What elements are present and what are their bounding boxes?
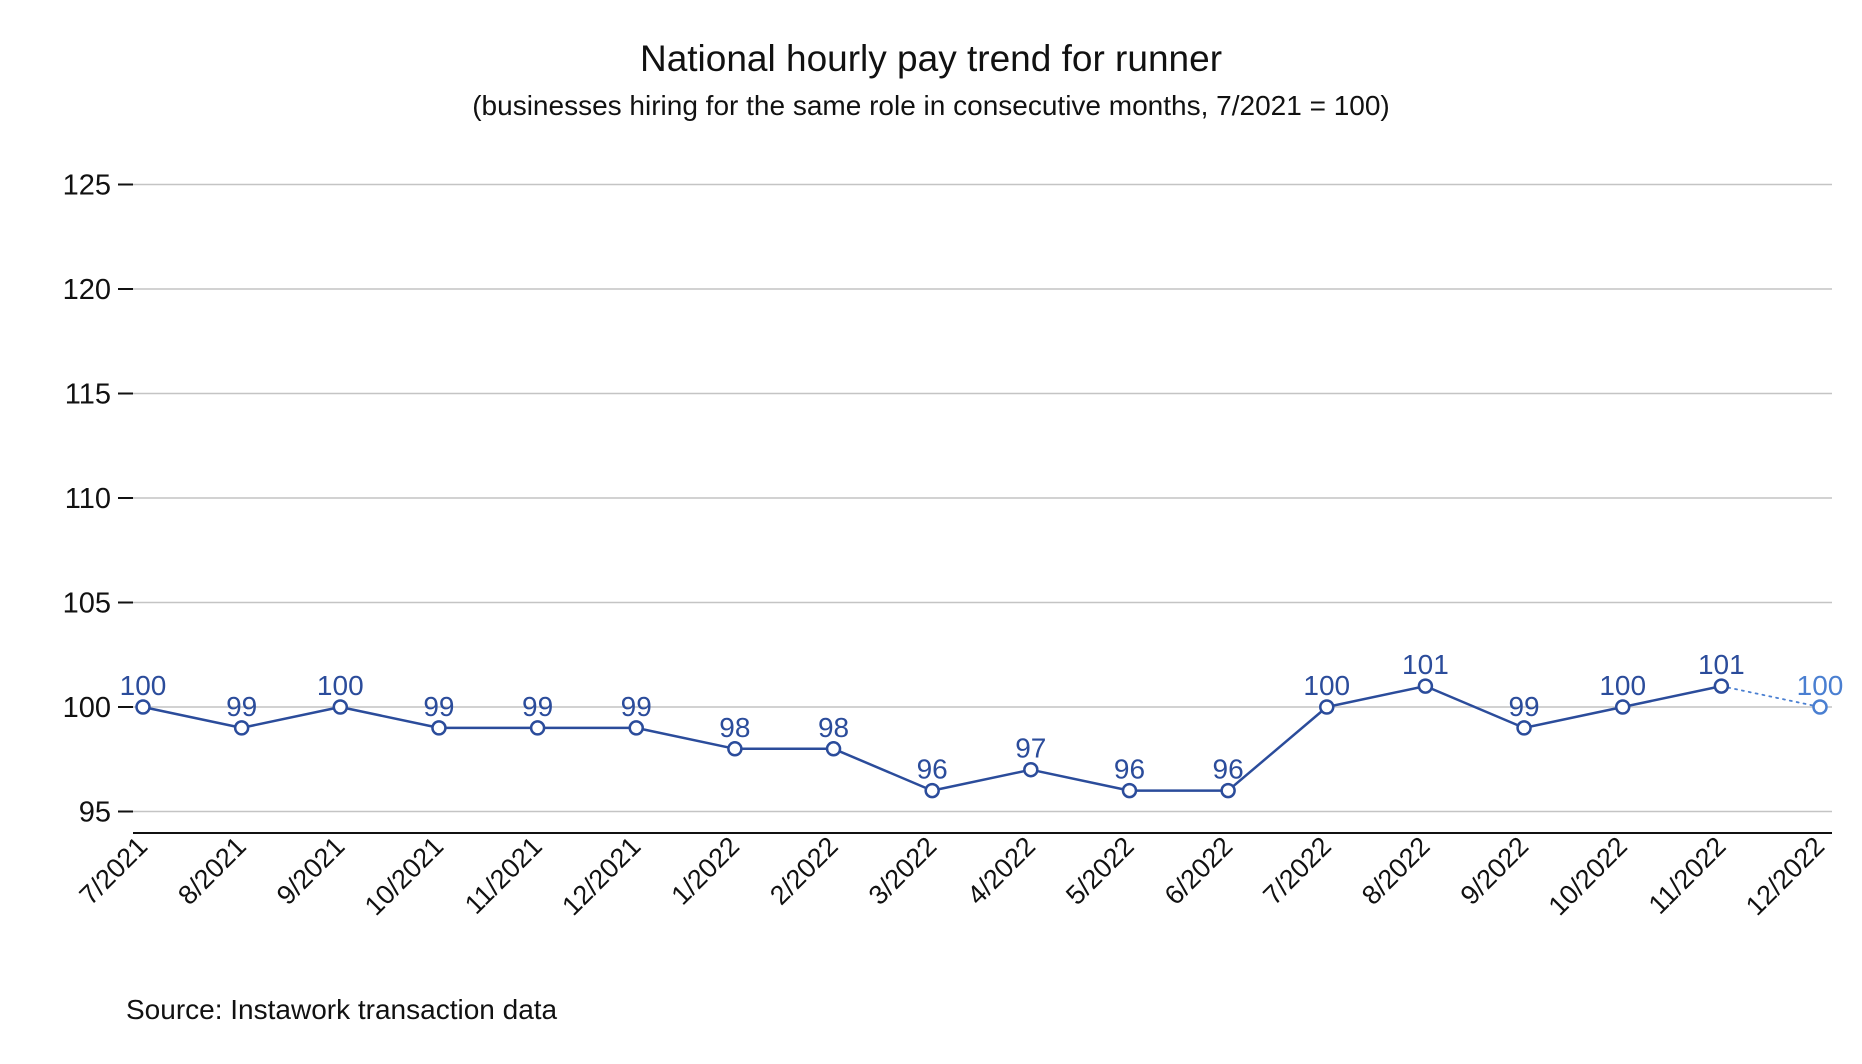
data-label: 100: [1599, 670, 1646, 701]
data-label: 99: [226, 691, 257, 722]
data-labels: 100 99 100 99 99 99 98 98 96 97 96 96 100 101 99 100 101…: [120, 649, 1844, 785]
chart-title: National hourly pay trend for runner: [639, 38, 1223, 79]
data-point: [1812, 699, 1828, 715]
x-tick-label: 12/2021: [556, 831, 646, 921]
data-label: 99: [621, 691, 652, 722]
data-point: [1023, 761, 1039, 778]
x-tick-label: 11/2022: [1643, 831, 1732, 920]
data-label: 99: [1508, 691, 1539, 722]
y-tick-label: 115: [65, 379, 111, 411]
data-point: [529, 720, 546, 736]
data-label: 99: [423, 691, 454, 722]
data-point: [1121, 782, 1138, 799]
y-tick-label: 110: [65, 483, 111, 515]
x-tick-label: 1/2022: [666, 831, 746, 911]
x-tick-label: 4/2022: [961, 831, 1041, 911]
x-tick-label: 11/2021: [459, 831, 548, 920]
y-tick-label: 120: [63, 274, 111, 306]
data-point: [1220, 782, 1236, 799]
x-tick-label: 12/2022: [1740, 831, 1830, 921]
gridlines: [133, 183, 1832, 813]
data-point: [332, 699, 349, 715]
data-point: [628, 720, 644, 736]
data-label: 98: [818, 712, 849, 743]
x-tick-label: 5/2022: [1060, 831, 1140, 911]
data-label: 98: [719, 712, 750, 743]
x-tick-label: 8/2022: [1356, 831, 1436, 911]
data-point: [924, 782, 940, 799]
y-tick-label: 105: [63, 588, 111, 620]
series-points: [135, 678, 1828, 799]
series-line: [142, 684, 1821, 792]
x-tick-label: 10/2021: [359, 831, 449, 921]
y-tick-label: 95: [79, 797, 111, 829]
data-label: 96: [1213, 754, 1244, 785]
data-point: [825, 741, 842, 757]
data-label: 97: [1015, 733, 1046, 764]
chart-subtitle: (businesses hiring for the same role in …: [472, 90, 1390, 121]
data-label: 101: [1402, 649, 1449, 680]
x-tick-label: 7/2021: [74, 831, 154, 911]
series-line-dotted: [1720, 685, 1821, 708]
data-label: 101: [1698, 649, 1745, 680]
data-label: 100: [317, 670, 364, 701]
data-point: [1614, 699, 1631, 715]
x-tick-label: 7/2022: [1257, 831, 1337, 911]
x-tick-label: 10/2022: [1543, 831, 1633, 921]
data-point: [233, 720, 250, 736]
data-point: [1713, 678, 1730, 694]
data-label: 100: [1303, 670, 1350, 701]
y-tick-label: 100: [63, 692, 111, 724]
data-point: [1319, 699, 1335, 715]
chart-source: Source: Instawork transaction data: [126, 994, 558, 1025]
data-label: 99: [522, 691, 553, 722]
y-tick-label: 125: [63, 170, 111, 202]
data-label: 100: [120, 670, 167, 701]
data-label: 96: [917, 754, 948, 785]
x-tick-label: 6/2022: [1159, 831, 1239, 911]
data-point: [431, 720, 447, 736]
x-tick-label: 9/2021: [271, 831, 351, 911]
x-tick-label: 3/2022: [863, 831, 943, 911]
data-point: [1516, 720, 1532, 736]
data-point: [1417, 678, 1434, 694]
data-point: [135, 699, 151, 715]
x-tick-label: 8/2021: [172, 831, 252, 911]
data-point: [727, 741, 743, 757]
x-tick-label: 9/2022: [1455, 831, 1535, 911]
data-label: 100: [1797, 670, 1844, 701]
data-label: 96: [1114, 754, 1145, 785]
x-tick-label: 2/2022: [764, 831, 844, 911]
